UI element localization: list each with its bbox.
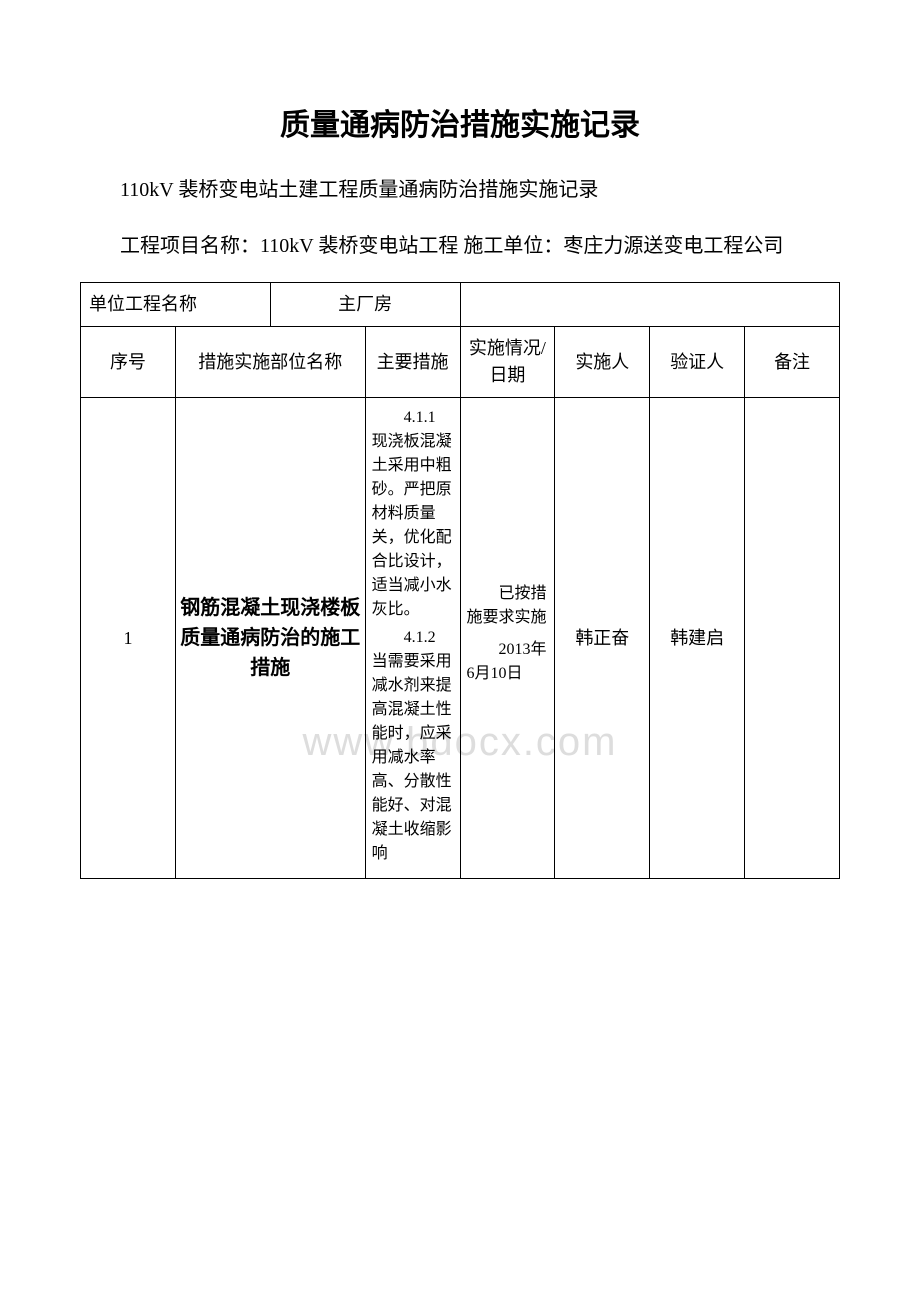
header-verify: 验证人 xyxy=(650,327,745,398)
record-table: 单位工程名称 主厂房 序号 措施实施部位名称 主要措施 实施情况/日期 实施人 … xyxy=(80,282,840,879)
cell-person: 韩正奋 xyxy=(555,398,650,879)
header-note: 备注 xyxy=(745,327,840,398)
unit-empty-cell xyxy=(460,283,840,327)
measure-p2: 4.1.2 当需要采用减水剂来提高混凝土性能时，应采用减水率高、分散性能好、对混… xyxy=(372,626,454,866)
subtitle: 110kV 裴桥变电站土建工程质量通病防治措施实施记录 xyxy=(80,174,840,206)
document-content: 质量通病防治措施实施记录 110kV 裴桥变电站土建工程质量通病防治措施实施记录… xyxy=(80,100,840,879)
status-p1: 已按措施要求实施 xyxy=(467,582,549,630)
header-status: 实施情况/日期 xyxy=(460,327,555,398)
page-title: 质量通病防治措施实施记录 xyxy=(80,100,840,144)
header-measure: 主要措施 xyxy=(365,327,460,398)
header-part: 措施实施部位名称 xyxy=(175,327,365,398)
project-info: 工程项目名称：110kV 裴桥变电站工程 施工单位：枣庄力源送变电工程公司 xyxy=(80,230,840,262)
header-seq: 序号 xyxy=(81,327,176,398)
table-row: 1 钢筋混凝土现浇楼板质量通病防治的施工措施 4.1.1 现浇板混凝土采用中粗砂… xyxy=(81,398,840,879)
header-person: 实施人 xyxy=(555,327,650,398)
unit-row: 单位工程名称 主厂房 xyxy=(81,283,840,327)
unit-value-cell: 主厂房 xyxy=(270,283,460,327)
cell-measure: 4.1.1 现浇板混凝土采用中粗砂。严把原材料质量关，优化配合比设计，适当减小水… xyxy=(365,398,460,879)
header-row: 序号 措施实施部位名称 主要措施 实施情况/日期 实施人 验证人 备注 xyxy=(81,327,840,398)
cell-verify: 韩建启 xyxy=(650,398,745,879)
cell-seq: 1 xyxy=(81,398,176,879)
cell-note xyxy=(745,398,840,879)
status-p2: 2013年6月10日 xyxy=(467,638,549,686)
cell-part: 钢筋混凝土现浇楼板质量通病防治的施工措施 xyxy=(175,398,365,879)
cell-status: 已按措施要求实施 2013年6月10日 xyxy=(460,398,555,879)
unit-label-cell: 单位工程名称 xyxy=(81,283,271,327)
measure-p1: 4.1.1 现浇板混凝土采用中粗砂。严把原材料质量关，优化配合比设计，适当减小水… xyxy=(372,406,454,622)
